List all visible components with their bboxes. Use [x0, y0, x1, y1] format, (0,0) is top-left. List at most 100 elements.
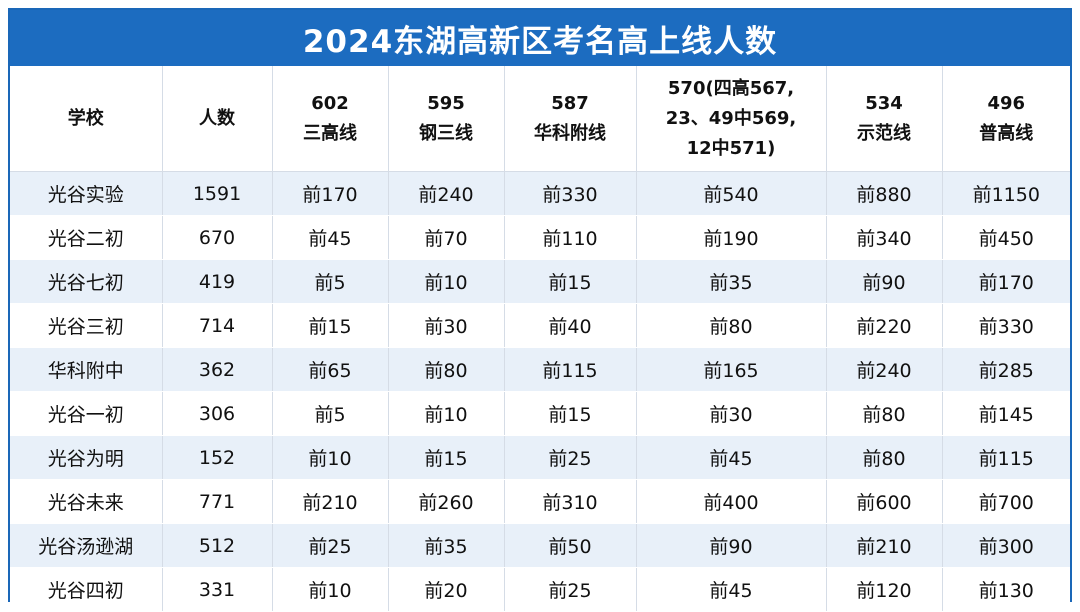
cell-602: 前10 — [272, 435, 389, 480]
header-school: 学校 — [10, 66, 163, 172]
cell-496: 前285 — [942, 347, 1070, 392]
cell-602: 前5 — [272, 391, 389, 436]
cell-school: 光谷为明 — [10, 435, 163, 480]
table-row: 光谷一初 306 前5 前10 前15 前30 前80 前145 — [10, 391, 1070, 436]
cell-570: 前45 — [636, 435, 827, 480]
score-table-container: 2024东湖高新区考名高上线人数 学校 人数 602 三高线 595 钢三线 5… — [8, 8, 1072, 612]
table-row: 光谷四初 331 前10 前20 前25 前45 前120 前130 — [10, 567, 1070, 612]
header-595: 595 钢三线 — [388, 66, 505, 172]
cell-534: 前880 — [826, 171, 943, 216]
cell-595: 前15 — [388, 435, 505, 480]
cell-496: 前330 — [942, 303, 1070, 348]
score-table: 学校 人数 602 三高线 595 钢三线 587 华科附线 570(四高567… — [10, 66, 1070, 612]
cell-602: 前170 — [272, 171, 389, 216]
cell-602: 前25 — [272, 523, 389, 568]
cell-570: 前45 — [636, 567, 827, 612]
cell-496: 前130 — [942, 567, 1070, 612]
cell-534: 前210 — [826, 523, 943, 568]
cell-school: 光谷实验 — [10, 171, 163, 216]
header-570: 570(四高567, 23、49中569, 12中571) — [636, 66, 827, 172]
cell-534: 前220 — [826, 303, 943, 348]
header-496: 496 普高线 — [942, 66, 1070, 172]
header-count: 人数 — [162, 66, 273, 172]
header-row: 学校 人数 602 三高线 595 钢三线 587 华科附线 570(四高567… — [10, 66, 1070, 172]
cell-534: 前80 — [826, 391, 943, 436]
cell-count: 771 — [162, 479, 273, 524]
cell-496: 前700 — [942, 479, 1070, 524]
cell-602: 前65 — [272, 347, 389, 392]
cell-count: 714 — [162, 303, 273, 348]
cell-496: 前1150 — [942, 171, 1070, 216]
table-row: 光谷为明 152 前10 前15 前25 前45 前80 前115 — [10, 435, 1070, 480]
cell-587: 前110 — [504, 215, 637, 260]
table-row: 华科附中 362 前65 前80 前115 前165 前240 前285 — [10, 347, 1070, 392]
cell-570: 前190 — [636, 215, 827, 260]
cell-496: 前115 — [942, 435, 1070, 480]
cell-534: 前340 — [826, 215, 943, 260]
cell-587: 前40 — [504, 303, 637, 348]
cell-602: 前5 — [272, 259, 389, 304]
cell-school: 光谷三初 — [10, 303, 163, 348]
cell-587: 前15 — [504, 391, 637, 436]
table-row: 光谷未来 771 前210 前260 前310 前400 前600 前700 — [10, 479, 1070, 524]
cell-570: 前400 — [636, 479, 827, 524]
header-602: 602 三高线 — [272, 66, 389, 172]
cell-count: 306 — [162, 391, 273, 436]
cell-570: 前165 — [636, 347, 827, 392]
cell-count: 512 — [162, 523, 273, 568]
cell-570: 前90 — [636, 523, 827, 568]
table-row: 光谷七初 419 前5 前10 前15 前35 前90 前170 — [10, 259, 1070, 304]
cell-595: 前70 — [388, 215, 505, 260]
header-534: 534 示范线 — [826, 66, 943, 172]
cell-595: 前10 — [388, 259, 505, 304]
cell-496: 前170 — [942, 259, 1070, 304]
cell-school: 光谷汤逊湖 — [10, 523, 163, 568]
cell-587: 前330 — [504, 171, 637, 216]
cell-602: 前10 — [272, 567, 389, 612]
cell-496: 前145 — [942, 391, 1070, 436]
cell-school: 光谷七初 — [10, 259, 163, 304]
table-title: 2024东湖高新区考名高上线人数 — [10, 10, 1070, 66]
cell-count: 419 — [162, 259, 273, 304]
table-row: 光谷实验 1591 前170 前240 前330 前540 前880 前1150 — [10, 171, 1070, 216]
cell-595: 前10 — [388, 391, 505, 436]
cell-587: 前15 — [504, 259, 637, 304]
cell-595: 前30 — [388, 303, 505, 348]
cell-school: 光谷四初 — [10, 567, 163, 612]
cell-534: 前120 — [826, 567, 943, 612]
cell-595: 前80 — [388, 347, 505, 392]
cell-534: 前80 — [826, 435, 943, 480]
table-row: 光谷三初 714 前15 前30 前40 前80 前220 前330 — [10, 303, 1070, 348]
cell-534: 前600 — [826, 479, 943, 524]
cell-496: 前300 — [942, 523, 1070, 568]
cell-570: 前30 — [636, 391, 827, 436]
cell-595: 前20 — [388, 567, 505, 612]
cell-587: 前25 — [504, 567, 637, 612]
cell-count: 670 — [162, 215, 273, 260]
header-587: 587 华科附线 — [504, 66, 637, 172]
cell-570: 前540 — [636, 171, 827, 216]
cell-602: 前210 — [272, 479, 389, 524]
cell-school: 华科附中 — [10, 347, 163, 392]
cell-count: 1591 — [162, 171, 273, 216]
cell-570: 前35 — [636, 259, 827, 304]
cell-587: 前25 — [504, 435, 637, 480]
table-row: 光谷汤逊湖 512 前25 前35 前50 前90 前210 前300 — [10, 523, 1070, 568]
cell-595: 前260 — [388, 479, 505, 524]
cell-587: 前50 — [504, 523, 637, 568]
cell-count: 152 — [162, 435, 273, 480]
cell-570: 前80 — [636, 303, 827, 348]
cell-587: 前310 — [504, 479, 637, 524]
cell-school: 光谷一初 — [10, 391, 163, 436]
cell-595: 前35 — [388, 523, 505, 568]
cell-534: 前90 — [826, 259, 943, 304]
cell-587: 前115 — [504, 347, 637, 392]
cell-602: 前15 — [272, 303, 389, 348]
table-row: 光谷二初 670 前45 前70 前110 前190 前340 前450 — [10, 215, 1070, 260]
cell-count: 331 — [162, 567, 273, 612]
cell-count: 362 — [162, 347, 273, 392]
cell-534: 前240 — [826, 347, 943, 392]
cell-595: 前240 — [388, 171, 505, 216]
cell-602: 前45 — [272, 215, 389, 260]
cell-496: 前450 — [942, 215, 1070, 260]
